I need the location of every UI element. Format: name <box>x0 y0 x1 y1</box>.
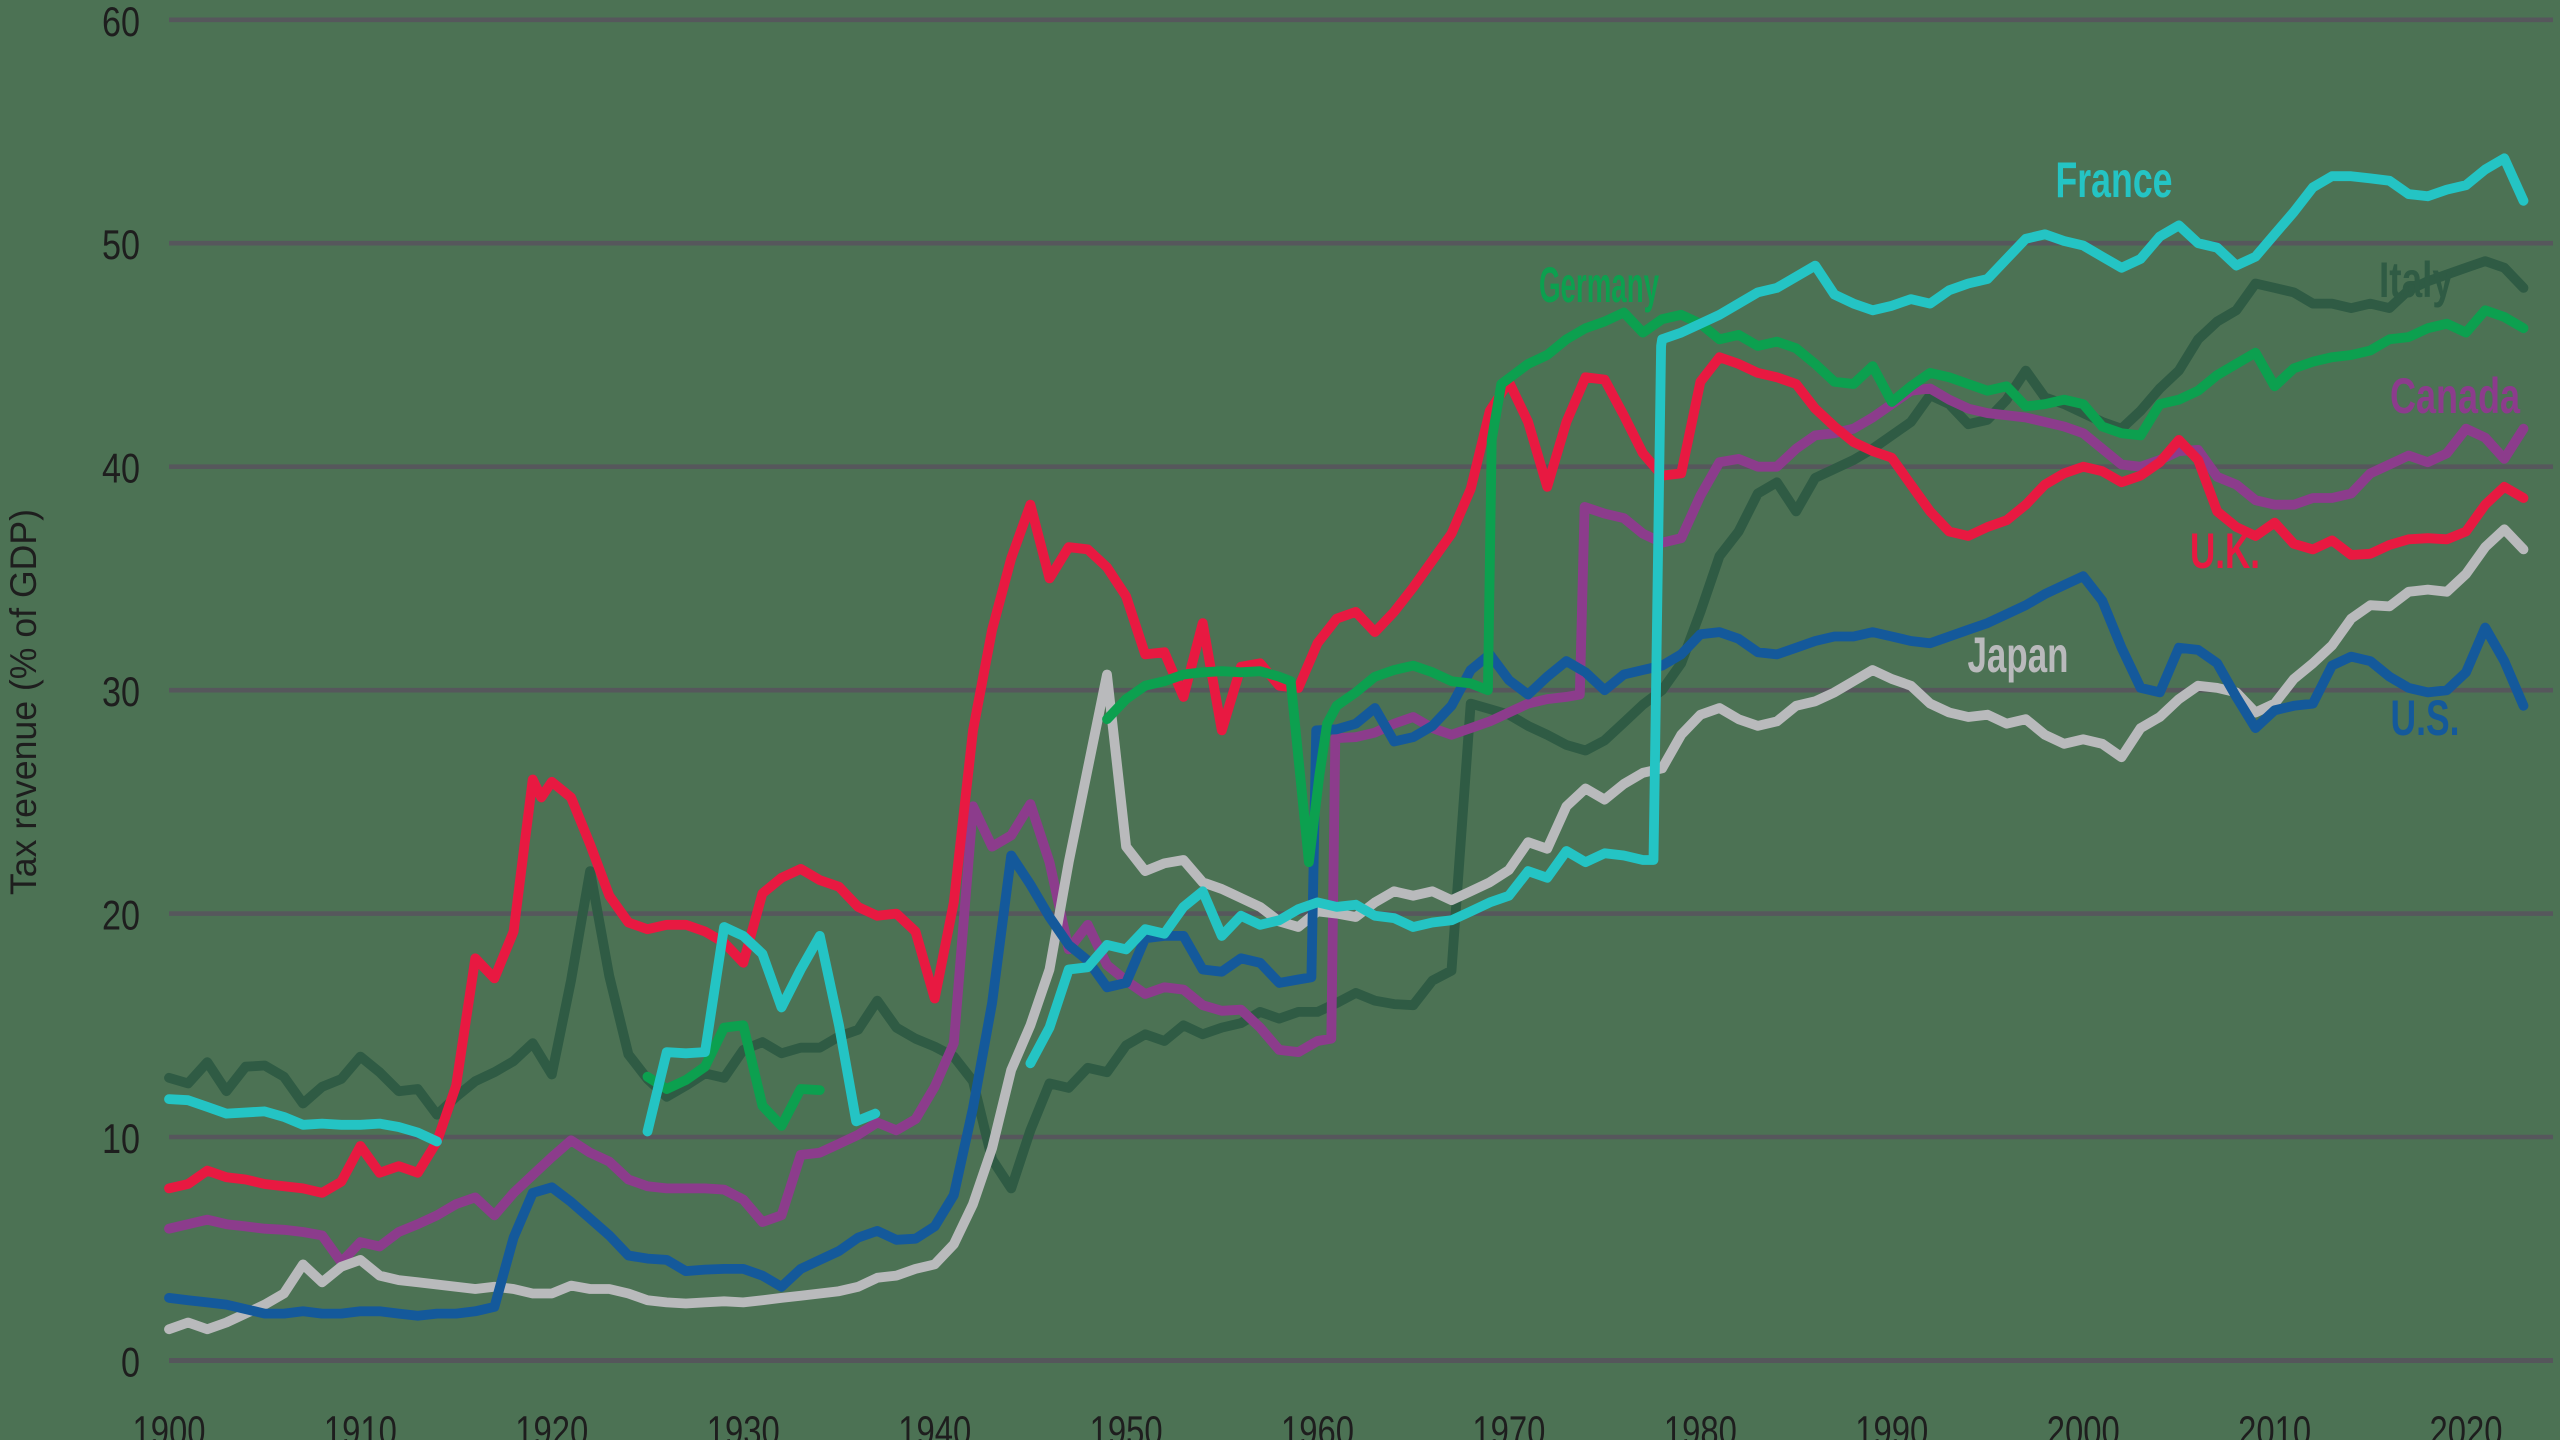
svg-text:1960: 1960 <box>1281 1407 1354 1440</box>
svg-text:50: 50 <box>102 221 140 268</box>
svg-text:1930: 1930 <box>707 1407 780 1440</box>
svg-text:U.S.: U.S. <box>2391 690 2460 746</box>
svg-text:Canada: Canada <box>2390 368 2521 424</box>
svg-text:1980: 1980 <box>1664 1407 1737 1440</box>
svg-text:0: 0 <box>121 1339 140 1386</box>
svg-text:1990: 1990 <box>1855 1407 1928 1440</box>
svg-text:30: 30 <box>102 668 140 715</box>
svg-text:1920: 1920 <box>515 1407 588 1440</box>
svg-text:France: France <box>2056 152 2173 208</box>
svg-text:2020: 2020 <box>2430 1407 2503 1440</box>
svg-text:1910: 1910 <box>324 1407 397 1440</box>
svg-text:Germany: Germany <box>1539 257 1659 313</box>
svg-text:Japan: Japan <box>1968 627 2069 683</box>
svg-text:20: 20 <box>102 892 140 939</box>
svg-text:1950: 1950 <box>1090 1407 1163 1440</box>
svg-text:1940: 1940 <box>898 1407 971 1440</box>
svg-text:2010: 2010 <box>2238 1407 2311 1440</box>
svg-text:1970: 1970 <box>1472 1407 1545 1440</box>
svg-text:10: 10 <box>102 1115 140 1162</box>
svg-text:Tax revenue (% of GDP): Tax revenue (% of GDP) <box>3 509 44 895</box>
svg-text:U.K.: U.K. <box>2190 523 2260 579</box>
svg-text:Italy: Italy <box>2379 252 2453 308</box>
svg-text:2000: 2000 <box>2047 1407 2120 1440</box>
svg-text:60: 60 <box>102 0 140 45</box>
svg-text:1900: 1900 <box>133 1407 206 1440</box>
svg-text:40: 40 <box>102 445 140 492</box>
